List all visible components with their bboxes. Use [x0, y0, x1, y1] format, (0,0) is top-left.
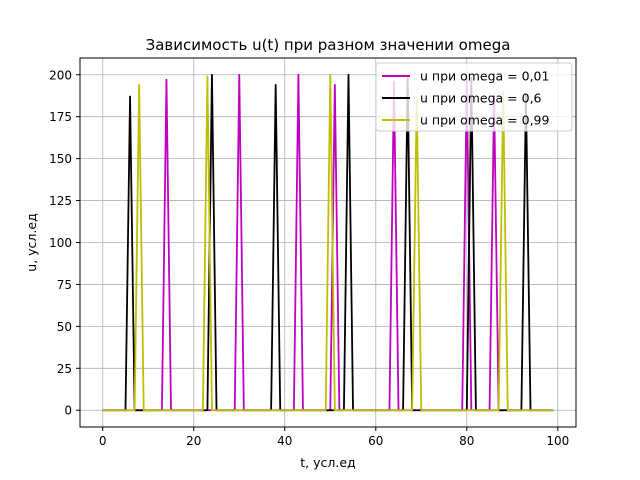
- y-tick-label: 175: [49, 110, 72, 124]
- x-axis-label: t, усл.ед: [300, 455, 355, 470]
- legend: u при omega = 0,01 u при omega = 0,6 u п…: [375, 62, 573, 132]
- x-tick-label: 20: [186, 434, 201, 448]
- x-tick-label: 40: [277, 434, 292, 448]
- y-axis-ticks: 0 25 50 75 100 125 150 175 200: [49, 68, 80, 418]
- y-tick-label: 100: [49, 236, 72, 250]
- y-tick-label: 25: [57, 362, 72, 376]
- legend-label-series-1: u при omega = 0,01: [420, 69, 549, 84]
- y-tick-label: 50: [57, 320, 72, 334]
- x-tick-label: 80: [459, 434, 474, 448]
- y-tick-label: 0: [64, 404, 72, 418]
- legend-label-series-3: u при omega = 0,99: [420, 113, 550, 128]
- series-lines: [102, 73, 554, 412]
- series-line-3: [102, 73, 554, 412]
- y-axis-label: u, усл.ед: [24, 213, 39, 271]
- y-tick-label: 150: [49, 152, 72, 166]
- x-tick-label: 100: [546, 434, 569, 448]
- x-tick-label: 0: [99, 434, 107, 448]
- x-axis-ticks: 0 20 40 60 80 100: [99, 427, 569, 448]
- chart-title: Зависимость u(t) при разном значении ome…: [146, 36, 511, 54]
- legend-label-series-2: u при omega = 0,6: [420, 91, 542, 106]
- x-tick-label: 60: [368, 434, 383, 448]
- y-tick-label: 200: [49, 68, 72, 82]
- y-tick-label: 125: [49, 194, 72, 208]
- legend-box: [375, 62, 573, 132]
- y-tick-label: 75: [57, 278, 72, 292]
